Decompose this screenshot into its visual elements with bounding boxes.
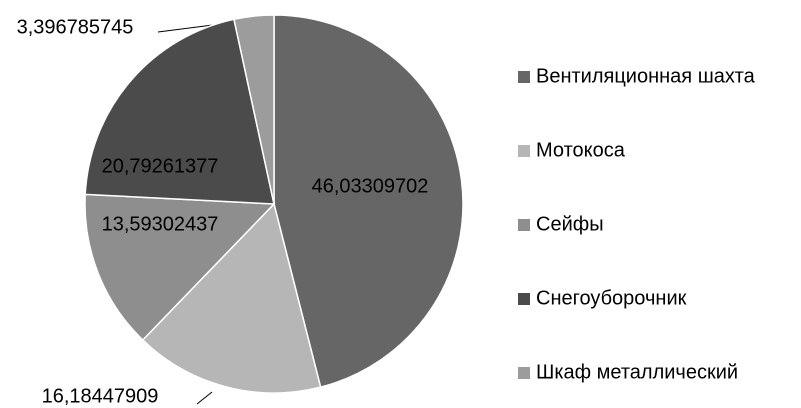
legend-label: Снегоуборочник bbox=[536, 287, 687, 309]
pie-slice bbox=[84, 18, 275, 205]
data-label: 3,396785745 bbox=[17, 16, 134, 38]
data-label: 16,18447909 bbox=[42, 385, 159, 407]
leader-line bbox=[196, 391, 213, 405]
legend-swatch bbox=[518, 219, 530, 231]
pie-slice bbox=[273, 14, 464, 389]
legend-swatch bbox=[518, 293, 530, 305]
legend-label: Шкаф металлический bbox=[536, 361, 738, 383]
legend-label: Вентиляционная шахта bbox=[536, 65, 756, 87]
pie-slice bbox=[233, 14, 275, 205]
legend-swatch bbox=[518, 71, 530, 83]
data-label: 20,79261377 bbox=[102, 155, 219, 177]
pie-slice bbox=[84, 193, 276, 342]
data-label: 13,59302437 bbox=[102, 213, 219, 235]
pie-slice bbox=[141, 202, 322, 394]
data-label: 46,03309702 bbox=[312, 175, 429, 197]
legend-swatch bbox=[518, 367, 530, 379]
legend-swatch bbox=[518, 145, 530, 157]
legend-label: Мотокоса bbox=[536, 139, 626, 161]
legend-label: Сейфы bbox=[536, 213, 604, 235]
